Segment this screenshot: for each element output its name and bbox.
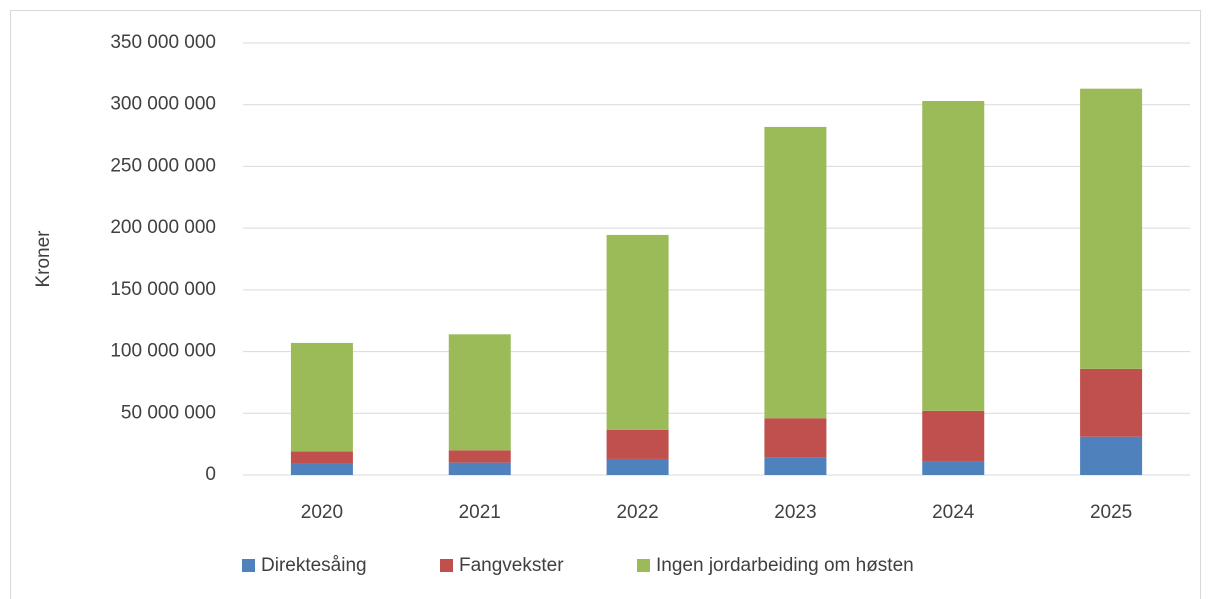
x-tick-label: 2023 [774, 502, 816, 523]
bar-segment [1080, 88, 1143, 369]
bar-segment [290, 451, 353, 464]
bar-segment [1080, 436, 1143, 475]
bar-segment [290, 463, 353, 475]
legend-swatch [242, 559, 255, 572]
chart-border [10, 10, 1201, 599]
y-tick-label: 150 000 000 [110, 279, 216, 300]
y-tick-label: 50 000 000 [121, 402, 216, 423]
y-axis-label: Kroner [33, 230, 54, 288]
x-tick-label: 2025 [1090, 502, 1132, 523]
legend-swatch [637, 559, 650, 572]
bar-segment [922, 101, 985, 411]
bar-segment [764, 418, 827, 458]
x-tick-label: 2024 [932, 502, 975, 523]
bar-segment [764, 457, 827, 475]
bar-segment [606, 234, 669, 430]
legend-label: Direktesåing [261, 555, 367, 576]
bar-segment [606, 429, 669, 459]
y-tick-label: 0 [205, 464, 216, 485]
y-tick-label: 300 000 000 [110, 94, 216, 115]
bar-segment [1080, 368, 1143, 437]
x-tick-label: 2020 [301, 502, 343, 523]
bar-segment [448, 334, 511, 451]
y-tick-label: 350 000 000 [110, 32, 216, 53]
bar-segment [922, 410, 985, 462]
x-tick-label: 2022 [616, 502, 658, 523]
x-tick-label: 2021 [459, 502, 501, 523]
y-tick-label: 100 000 000 [110, 341, 216, 362]
y-tick-label: 250 000 000 [110, 155, 216, 176]
bar-segment [448, 450, 511, 463]
bar-segment [448, 462, 511, 475]
bar-segment [764, 126, 827, 419]
legend-label: Ingen jordarbeiding om høsten [656, 555, 914, 576]
bar-segment [922, 461, 985, 475]
y-tick-label: 200 000 000 [110, 217, 216, 238]
bar-segment [290, 342, 353, 452]
bar-segment [606, 458, 669, 475]
legend-swatch [440, 559, 453, 572]
legend-label: Fangvekster [459, 555, 564, 576]
